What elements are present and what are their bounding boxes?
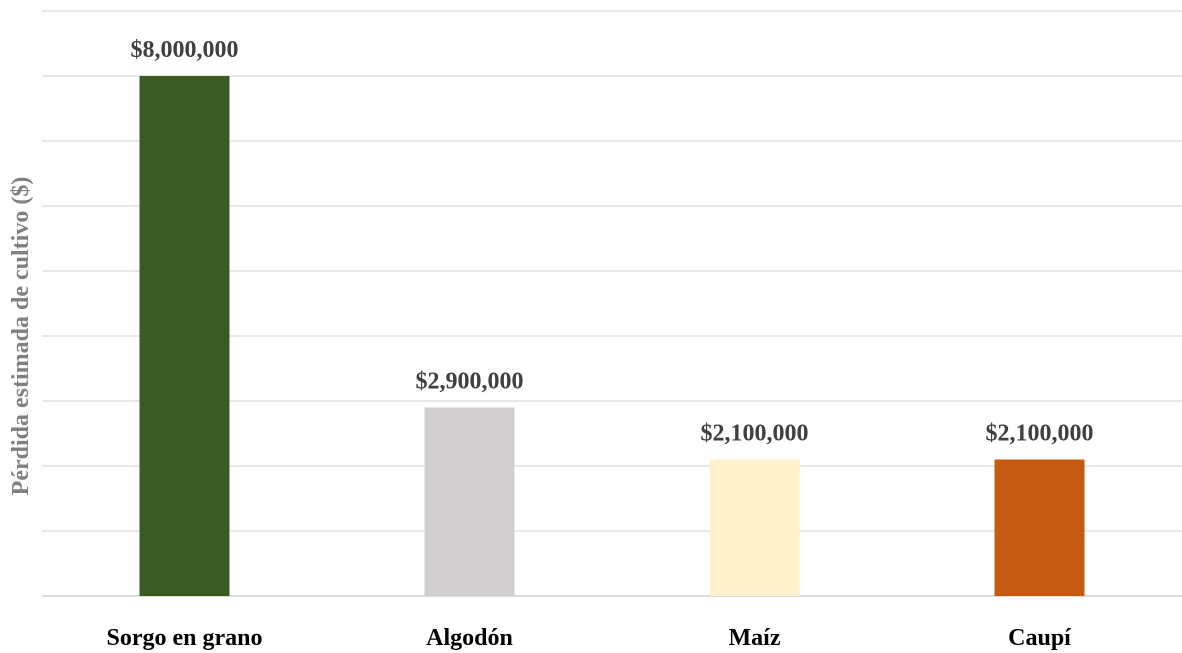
bar-algodón xyxy=(424,407,515,596)
x-tick-label: Caupí xyxy=(1008,625,1071,651)
bar-sorgo-en-grano xyxy=(139,76,230,596)
bar-caupí xyxy=(994,459,1085,596)
bar-maíz xyxy=(709,459,800,596)
gridlines xyxy=(42,10,1182,597)
data-label: $2,100,000 xyxy=(701,421,809,447)
data-label: $2,100,000 xyxy=(986,421,1094,447)
data-labels: $8,000,000 $2,900,000 $2,100,000 $2,100,000 xyxy=(131,37,1094,447)
x-axis-tick-labels: Sorgo en grano Algodón Maíz Caupí xyxy=(107,625,1072,651)
data-label: $8,000,000 xyxy=(131,37,239,63)
x-tick-label: Maíz xyxy=(729,625,781,651)
data-label: $2,900,000 xyxy=(416,369,524,395)
bars xyxy=(139,76,1085,596)
x-tick-label: Sorgo en grano xyxy=(107,625,263,651)
x-tick-label: Algodón xyxy=(426,625,513,651)
y-axis-title: Pérdida estimada de cultivo ($) xyxy=(8,177,34,496)
